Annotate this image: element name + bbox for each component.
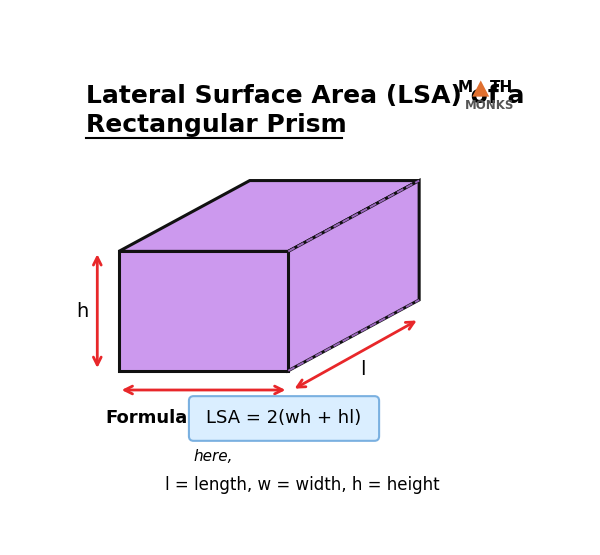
Polygon shape [288, 180, 419, 371]
Text: TH: TH [490, 80, 513, 95]
Text: LSA = 2(wh + hl): LSA = 2(wh + hl) [206, 410, 362, 427]
Text: l: l [361, 361, 366, 380]
Text: l = length, w = width, h = height: l = length, w = width, h = height [165, 476, 440, 494]
Text: w: w [196, 396, 212, 415]
FancyBboxPatch shape [189, 396, 379, 441]
Text: here,: here, [194, 450, 233, 465]
Text: M: M [458, 80, 473, 95]
Text: Rectangular Prism: Rectangular Prism [86, 113, 346, 137]
Polygon shape [119, 251, 288, 371]
Text: Formula:: Formula: [106, 410, 195, 427]
Text: Lateral Surface Area (LSA) of a: Lateral Surface Area (LSA) of a [86, 84, 524, 108]
Text: h: h [76, 301, 88, 321]
Polygon shape [472, 80, 489, 97]
Text: MONKS: MONKS [466, 99, 515, 112]
Polygon shape [119, 180, 419, 251]
